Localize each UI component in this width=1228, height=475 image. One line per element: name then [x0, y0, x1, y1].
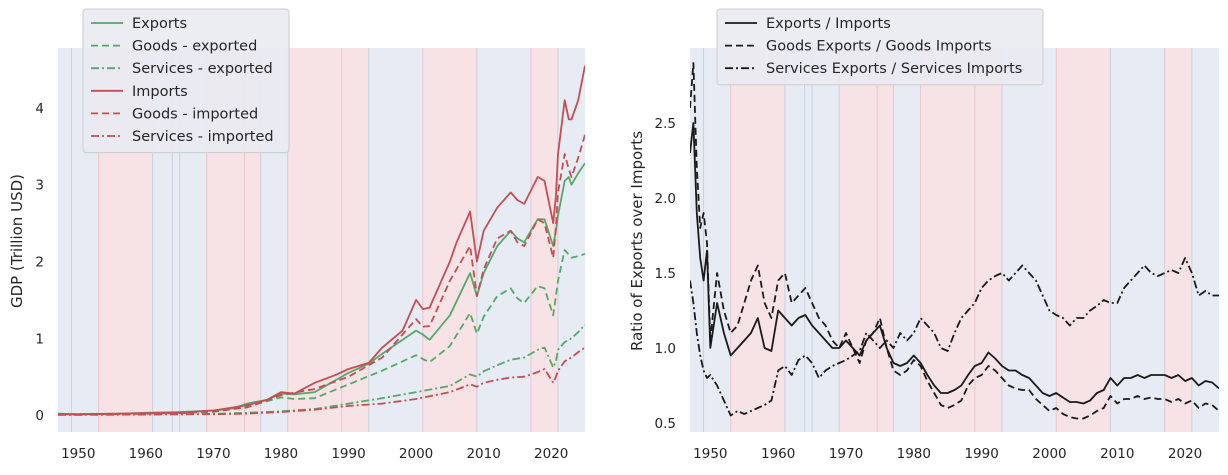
- left-series-lines: [58, 65, 585, 416]
- term-band: [703, 48, 731, 432]
- y-tick-label: 2.0: [655, 191, 676, 207]
- legend-entry: Services Exports / Services Imports: [766, 61, 1022, 77]
- legend-entry: Imports: [132, 84, 188, 100]
- term-band: [172, 48, 180, 432]
- x-tick-label: 1970: [829, 446, 863, 462]
- term-band: [804, 48, 813, 432]
- x-tick-label: 2010: [466, 446, 500, 462]
- term-band: [368, 48, 423, 432]
- left-y-ticks: 0 1 2 3 4: [35, 101, 44, 424]
- x-tick-label: 1960: [761, 446, 795, 462]
- legend-entry: Exports / Imports: [766, 16, 891, 32]
- term-band: [1001, 48, 1057, 432]
- series-line: [690, 257, 1219, 417]
- legend-entry: Goods Exports / Goods Imports: [766, 39, 992, 55]
- x-tick-label: 2000: [399, 446, 433, 462]
- term-band: [58, 48, 72, 432]
- series-line: [58, 249, 585, 416]
- term-band: [1191, 48, 1219, 432]
- left-panel: 0 1 2 3 4 1950 1960 1970 1980 1990 2000 2010 2020 G…: [8, 8, 585, 462]
- y-tick-label: 0: [35, 408, 44, 424]
- term-band: [784, 48, 805, 432]
- term-band: [1056, 48, 1111, 432]
- legend-entry: Services - imported: [132, 129, 274, 145]
- legend-box: [716, 8, 1044, 86]
- legend-entry: Goods - exported: [132, 39, 257, 55]
- y-tick-label: 1.0: [655, 341, 676, 357]
- x-tick-label: 1970: [196, 446, 230, 462]
- right-y-ticks: 0.5 1.0 1.5 2.0 2.5: [655, 116, 676, 432]
- legend-entry: Exports: [132, 16, 187, 32]
- y-tick-label: 1: [35, 331, 44, 347]
- right-y-axis-label: Ratio of Exports over Imports: [628, 131, 646, 351]
- series-line: [58, 346, 585, 416]
- x-tick-label: 2020: [1168, 446, 1202, 462]
- term-band: [974, 48, 1002, 432]
- legend-entry: Goods - imported: [132, 106, 258, 122]
- y-tick-label: 0.5: [655, 416, 676, 432]
- y-tick-label: 2.5: [655, 116, 676, 132]
- term-band: [557, 48, 585, 432]
- term-band: [920, 48, 975, 432]
- y-tick-label: 2: [35, 255, 44, 271]
- term-band: [893, 48, 921, 432]
- legend-box: [82, 8, 290, 154]
- left-x-ticks: 1950 1960 1970 1980 1990 2000 2010 2020: [61, 446, 568, 462]
- term-band: [1110, 48, 1165, 432]
- left-y-axis-label: GDP (Trillion USD): [8, 174, 26, 308]
- right-series-lines: [690, 62, 1219, 420]
- series-line: [690, 122, 1219, 405]
- term-band: [839, 48, 878, 432]
- x-tick-label: 1960: [129, 446, 163, 462]
- series-line: [58, 323, 585, 416]
- x-tick-label: 1950: [61, 446, 95, 462]
- term-band: [812, 48, 840, 432]
- term-band: [422, 48, 477, 432]
- x-tick-label: 1980: [264, 446, 298, 462]
- term-band: [476, 48, 531, 432]
- right-x-ticks: 1950 1960 1970 1980 1990 2000 2010 2020: [693, 446, 1202, 462]
- legend-entry: Services - exported: [132, 61, 273, 77]
- right-panel: 0.5 1.0 1.5 2.0 2.5 1950 1960 1970 1980 1990 2000…: [628, 8, 1219, 462]
- y-tick-label: 3: [35, 178, 44, 194]
- series-line: [690, 62, 1219, 420]
- x-tick-label: 2020: [534, 446, 568, 462]
- term-band: [1164, 48, 1192, 432]
- x-tick-label: 1950: [693, 446, 727, 462]
- right-background-bands: [690, 48, 1219, 432]
- y-tick-label: 4: [35, 101, 44, 117]
- term-band: [877, 48, 894, 432]
- term-band: [287, 48, 342, 432]
- term-band: [730, 48, 785, 432]
- left-legend: Exports Goods - exported Services - export…: [82, 8, 290, 154]
- x-tick-label: 2010: [1100, 446, 1134, 462]
- term-band: [690, 48, 704, 432]
- series-line: [58, 134, 585, 416]
- y-tick-label: 1.5: [655, 266, 676, 282]
- x-tick-label: 1990: [964, 446, 998, 462]
- x-tick-label: 1980: [897, 446, 931, 462]
- x-tick-label: 2000: [1032, 446, 1066, 462]
- right-legend: Exports / Imports Goods Exports / Goods I…: [716, 8, 1044, 86]
- series-line: [58, 65, 585, 416]
- x-tick-label: 1990: [331, 446, 365, 462]
